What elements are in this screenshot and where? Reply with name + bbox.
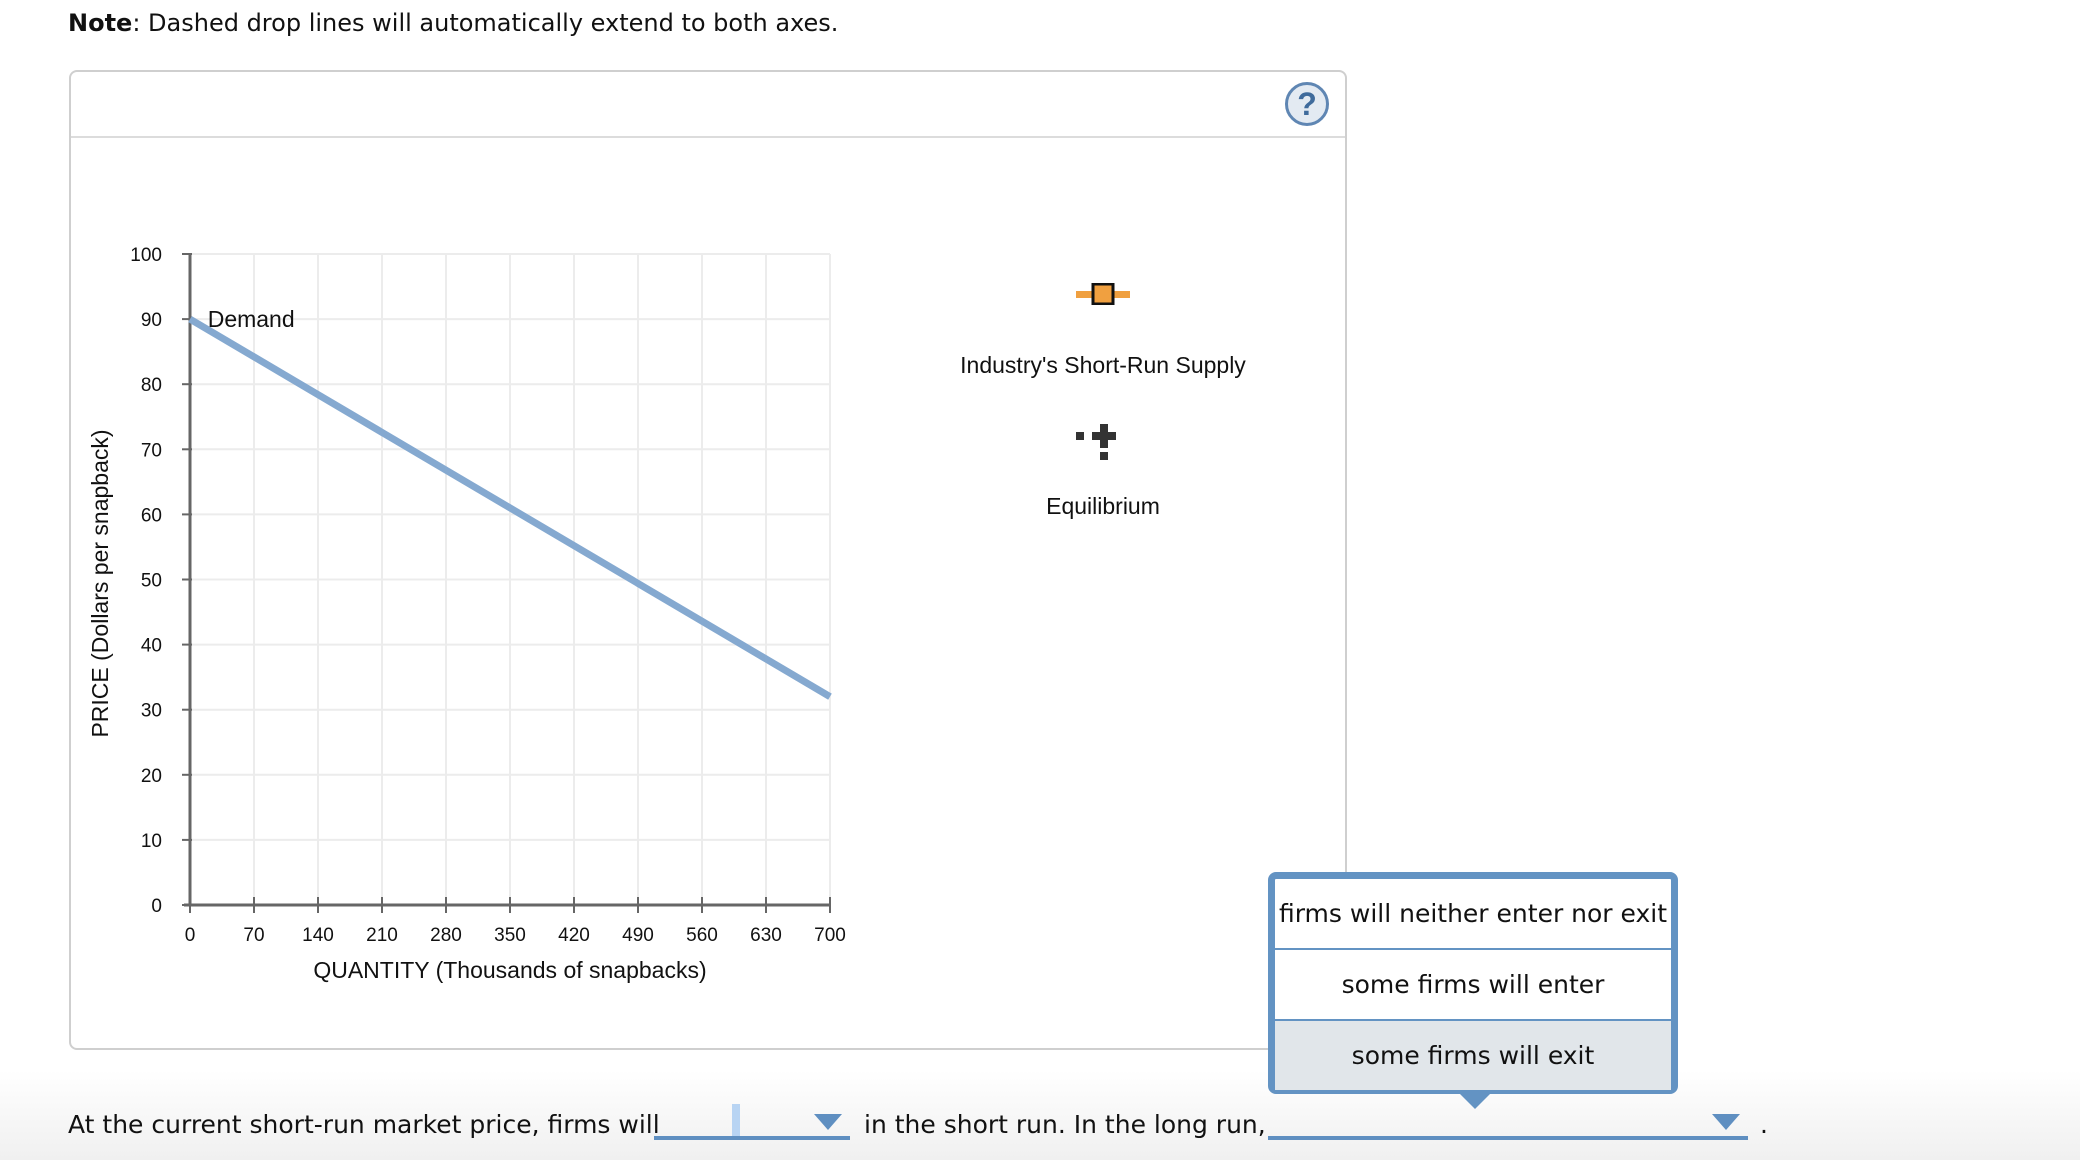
- supply-legend-icon[interactable]: [1076, 282, 1130, 306]
- long-run-dropdown[interactable]: [1268, 1100, 1748, 1140]
- panel-header: ?: [71, 72, 1345, 138]
- note-body: : Dashed drop lines will automatically e…: [132, 9, 839, 37]
- question-text-3: .: [1760, 1110, 1768, 1139]
- option-enter[interactable]: some firms will enter: [1275, 950, 1671, 1021]
- equilibrium-legend-icon[interactable]: [1076, 424, 1120, 460]
- note-text: Note: Dashed drop lines will automatical…: [68, 6, 838, 40]
- option-exit[interactable]: some firms will exit: [1275, 1021, 1671, 1090]
- graph-panel: ?: [69, 70, 1347, 1050]
- long-run-options-popup: firms will neither enter nor exit some f…: [1268, 872, 1678, 1094]
- equilibrium-legend-label: Equilibrium: [1046, 493, 1160, 519]
- chevron-down-icon: [814, 1114, 842, 1130]
- question-text-2: in the short run. In the long run,: [864, 1110, 1266, 1139]
- text-cursor: [732, 1104, 740, 1136]
- supply-legend-label: Industry's Short-Run Supply: [960, 352, 1246, 378]
- note-label: Note: [68, 9, 133, 37]
- popup-pointer: [1459, 1093, 1491, 1109]
- chevron-down-icon: [1712, 1114, 1740, 1130]
- option-neither[interactable]: firms will neither enter nor exit: [1275, 879, 1671, 950]
- help-icon[interactable]: ?: [1285, 82, 1329, 126]
- short-run-dropdown[interactable]: [654, 1100, 850, 1140]
- question-text-1: At the current short-run market price, f…: [68, 1110, 660, 1139]
